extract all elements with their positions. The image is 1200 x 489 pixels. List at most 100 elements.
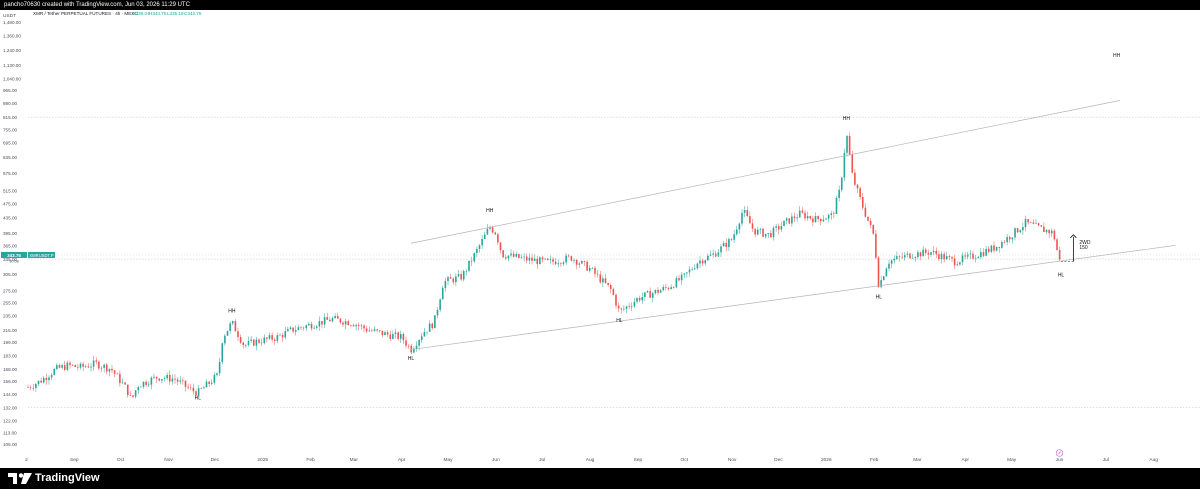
candle-body [704,260,707,264]
event-marker-icon[interactable] [1055,449,1064,457]
tradingview-logo-icon [8,473,32,484]
candle-body [103,364,105,368]
candle-body [318,321,321,327]
candle-body [168,374,171,382]
candle-body [119,373,121,384]
x-tick-label: Jul [1103,457,1109,463]
trendline[interactable] [410,245,1176,350]
candle-body [906,253,909,255]
candle-body [528,257,531,261]
candle-body [649,291,651,298]
candle-body [71,364,74,366]
candle-body [896,256,898,259]
candle-body [982,252,985,256]
candle-body [399,334,402,339]
candle-body [321,321,323,325]
candle-body [1040,225,1043,227]
candle-body [927,252,930,255]
candle-body [575,259,578,265]
x-tick-label: 2 [25,457,28,463]
candle-body [426,331,428,333]
last-price-tag[interactable] [1,251,27,258]
candle-body [197,388,200,396]
candle-body [1045,229,1048,232]
candle-body [255,339,258,346]
candle-body [42,377,45,383]
candle-body [352,325,355,327]
candle-body [738,223,741,230]
candle-body [1008,237,1011,240]
candle-body [27,387,29,388]
y-tick-label: 1,130.00 [3,63,21,68]
candle-body [775,226,777,228]
candle-body [683,273,686,275]
candle-body [224,335,226,344]
candle-body [331,318,334,322]
candle-body [205,381,208,388]
candle-body [436,309,439,316]
candle-body [691,269,693,270]
candle-body [586,261,588,271]
candle-body [523,256,525,258]
candle-body [476,249,478,254]
candle-body [473,253,476,262]
candle-body [780,226,783,230]
candle-body [583,260,586,262]
candle-body [126,384,129,396]
candle-body [525,256,528,261]
y-tick-label: 435.00 [3,215,17,220]
candle-body [641,296,644,301]
candle-body [977,257,980,259]
x-tick-label: Mar [913,457,922,463]
candle-body [801,210,804,213]
candle-body [565,255,567,263]
candle-body [599,274,602,283]
candle-body [449,277,452,279]
candle-body [596,273,599,275]
candle-body [536,258,539,265]
candle-body [728,239,730,248]
candle-body [903,254,906,258]
candle-body [909,253,911,259]
candle-body [777,226,780,230]
candle-body [1001,241,1003,248]
candle-body [502,250,504,258]
trendline[interactable] [410,100,1120,244]
candle-body [279,334,281,336]
y-tick-label: 199.00 [3,340,17,345]
candle-body [108,368,111,372]
y-tick-label: 635.00 [3,155,17,160]
y-tick-label: 965.00 [3,88,17,93]
candle-body [531,257,533,261]
candle-body [368,330,371,332]
candle-body [759,228,762,230]
candle-body [455,276,457,283]
candle-body [919,252,922,257]
candle-body [229,323,231,331]
candle-body [964,255,966,257]
candle-body [447,277,449,282]
candle-body [308,323,310,326]
price-chart[interactable]: 1,480.00 1,360.00 1,240.00 1,130.00 1,040.00… [0,10,1200,468]
candle-body [1011,237,1014,240]
candle-body [166,374,168,379]
x-tick-label: 2026 [821,457,832,463]
symbol-tag[interactable] [28,251,55,258]
candle-body [772,227,775,238]
candle-body [53,369,56,375]
candle-body [746,210,749,217]
candle-body [783,220,785,227]
candle-body [147,384,150,386]
candle-body [533,258,536,261]
candle-body [402,334,405,341]
candle-body [378,330,381,331]
candle-body [549,259,552,260]
candle-body [305,325,308,329]
y-tick-label: 255.00 [3,301,17,306]
structure-label: HL [195,395,202,401]
x-tick-label: Apr [962,457,970,463]
candle-body [195,391,197,396]
candle-body [58,365,61,368]
candle-body [339,318,342,323]
candle-body [733,234,735,240]
